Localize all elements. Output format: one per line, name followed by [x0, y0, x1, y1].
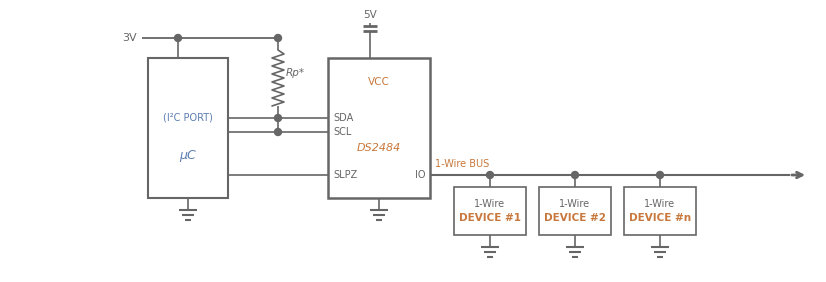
- Text: 1-Wire: 1-Wire: [644, 199, 676, 209]
- Text: 1-Wire BUS: 1-Wire BUS: [435, 159, 489, 169]
- Text: DEVICE #2: DEVICE #2: [544, 213, 606, 223]
- Text: 5V: 5V: [363, 10, 377, 20]
- Text: 1-Wire: 1-Wire: [559, 199, 591, 209]
- Circle shape: [274, 114, 282, 122]
- Text: DEVICE #1: DEVICE #1: [459, 213, 521, 223]
- Circle shape: [174, 34, 182, 41]
- Text: Rp*: Rp*: [286, 68, 305, 78]
- FancyBboxPatch shape: [454, 187, 526, 235]
- Circle shape: [274, 129, 282, 135]
- Text: VCC: VCC: [368, 77, 390, 87]
- Circle shape: [274, 34, 282, 41]
- Text: SDA: SDA: [333, 113, 354, 123]
- Text: (I²C PORT): (I²C PORT): [163, 113, 213, 123]
- FancyBboxPatch shape: [539, 187, 611, 235]
- Text: IO: IO: [415, 170, 425, 180]
- Text: SCL: SCL: [333, 127, 351, 137]
- Text: SLPZ: SLPZ: [333, 170, 358, 180]
- Text: DEVICE #n: DEVICE #n: [629, 213, 691, 223]
- Text: 3V: 3V: [122, 33, 137, 43]
- Circle shape: [487, 171, 493, 179]
- FancyBboxPatch shape: [148, 58, 228, 198]
- Text: μC: μC: [179, 149, 197, 162]
- Text: 1-Wire: 1-Wire: [474, 199, 506, 209]
- FancyBboxPatch shape: [624, 187, 696, 235]
- FancyBboxPatch shape: [328, 58, 430, 198]
- Text: DS2484: DS2484: [357, 143, 401, 153]
- Circle shape: [657, 171, 663, 179]
- Circle shape: [572, 171, 578, 179]
